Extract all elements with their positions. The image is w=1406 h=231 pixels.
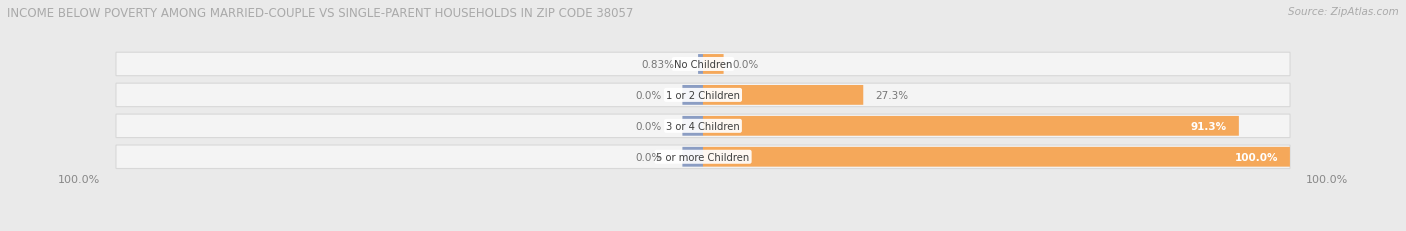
FancyBboxPatch shape xyxy=(682,86,703,105)
FancyBboxPatch shape xyxy=(115,53,1291,76)
Text: 100.0%: 100.0% xyxy=(58,174,100,184)
Text: 100.0%: 100.0% xyxy=(1234,152,1278,162)
FancyBboxPatch shape xyxy=(703,86,863,105)
Text: 0.83%: 0.83% xyxy=(641,60,675,70)
Legend: Married Couples, Single Parents: Married Couples, Single Parents xyxy=(591,228,815,231)
Text: 27.3%: 27.3% xyxy=(875,91,908,100)
FancyBboxPatch shape xyxy=(703,55,724,75)
Text: 0.0%: 0.0% xyxy=(636,91,662,100)
Text: No Children: No Children xyxy=(673,60,733,70)
Text: 0.0%: 0.0% xyxy=(636,121,662,131)
FancyBboxPatch shape xyxy=(115,145,1291,169)
Text: 5 or more Children: 5 or more Children xyxy=(657,152,749,162)
FancyBboxPatch shape xyxy=(682,147,703,167)
Text: 0.0%: 0.0% xyxy=(636,152,662,162)
FancyBboxPatch shape xyxy=(115,115,1291,138)
Text: 0.0%: 0.0% xyxy=(733,60,759,70)
Text: 1 or 2 Children: 1 or 2 Children xyxy=(666,91,740,100)
Text: INCOME BELOW POVERTY AMONG MARRIED-COUPLE VS SINGLE-PARENT HOUSEHOLDS IN ZIP COD: INCOME BELOW POVERTY AMONG MARRIED-COUPL… xyxy=(7,7,634,20)
FancyBboxPatch shape xyxy=(703,116,1239,136)
Text: 100.0%: 100.0% xyxy=(1306,174,1348,184)
FancyBboxPatch shape xyxy=(115,84,1291,107)
FancyBboxPatch shape xyxy=(703,147,1289,167)
Text: 3 or 4 Children: 3 or 4 Children xyxy=(666,121,740,131)
Text: Source: ZipAtlas.com: Source: ZipAtlas.com xyxy=(1288,7,1399,17)
Text: 91.3%: 91.3% xyxy=(1191,121,1227,131)
FancyBboxPatch shape xyxy=(682,116,703,136)
FancyBboxPatch shape xyxy=(697,55,703,75)
